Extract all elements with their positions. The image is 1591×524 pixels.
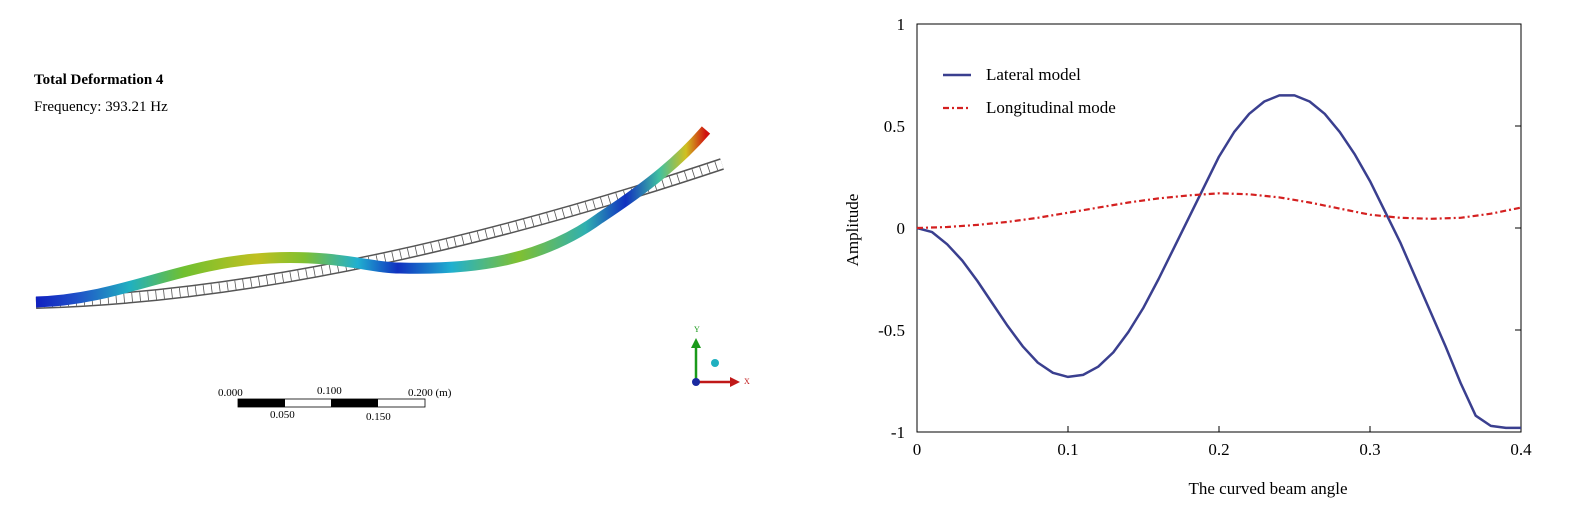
scale-label-0: 0.000 bbox=[218, 387, 243, 399]
fea-frequency: Frequency: 393.21 Hz bbox=[34, 99, 168, 116]
scale-label-050: 0.050 bbox=[270, 409, 295, 421]
triad-y-label: Y bbox=[694, 325, 700, 334]
x-tick-label: 0 bbox=[913, 440, 922, 459]
y-tick-label: 0.5 bbox=[884, 117, 905, 136]
axis-triad-icon: Y X bbox=[691, 325, 750, 387]
y-tick-label: 1 bbox=[897, 15, 906, 34]
x-tick-label: 0.2 bbox=[1208, 440, 1229, 459]
fea-panel: Total Deformation 4 Frequency: 393.21 Hz bbox=[0, 0, 800, 519]
scale-label-100: 0.100 bbox=[317, 385, 342, 397]
y-tick-label: -0.5 bbox=[878, 321, 905, 340]
fea-canvas: 0.000 0.100 0.200 (m) 0.050 0.150 Y X bbox=[35, 126, 750, 423]
scale-bar: 0.000 0.100 0.200 (m) 0.050 0.150 bbox=[218, 385, 452, 423]
x-ticks: 0 0.1 0.2 0.3 0.4 bbox=[913, 426, 1532, 459]
y-axis-label: Amplitude bbox=[843, 194, 862, 267]
triad-x-label: X bbox=[744, 377, 750, 386]
frequency-value: 393.21 Hz bbox=[105, 99, 168, 115]
y-ticks: 1 0.5 0 -0.5 -1 bbox=[878, 15, 1521, 442]
x-tick-label: 0.4 bbox=[1510, 440, 1532, 459]
scale-label-150: 0.150 bbox=[366, 411, 391, 423]
amplitude-chart: 0 0.1 0.2 0.3 0.4 1 0.5 0 -0.5 -1 Lateral model … bbox=[800, 0, 1591, 519]
scale-label-200: 0.200 (m) bbox=[408, 387, 452, 399]
plot-frame bbox=[916, 23, 1522, 433]
frequency-label: Frequency: bbox=[34, 99, 102, 115]
deformed-beam bbox=[35, 126, 711, 308]
legend: Lateral model Longitudinal mode bbox=[943, 65, 1116, 117]
y-tick-label: -1 bbox=[891, 423, 905, 442]
series-layer bbox=[916, 94, 1522, 430]
y-tick-label: 0 bbox=[897, 219, 906, 238]
legend-label-lateral: Lateral model bbox=[986, 65, 1081, 84]
fea-title: Total Deformation 4 bbox=[34, 72, 164, 88]
series-line-longitudinal bbox=[916, 192, 1522, 230]
legend-label-longitudinal: Longitudinal mode bbox=[986, 98, 1116, 117]
chart-svg: 0 0.1 0.2 0.3 0.4 1 0.5 0 -0.5 -1 Lateral model … bbox=[843, 15, 1532, 498]
series-line-lateral bbox=[916, 94, 1521, 430]
x-tick-label: 0.1 bbox=[1057, 440, 1078, 459]
x-tick-label: 0.3 bbox=[1359, 440, 1380, 459]
x-axis-label: The curved beam angle bbox=[1188, 479, 1347, 498]
